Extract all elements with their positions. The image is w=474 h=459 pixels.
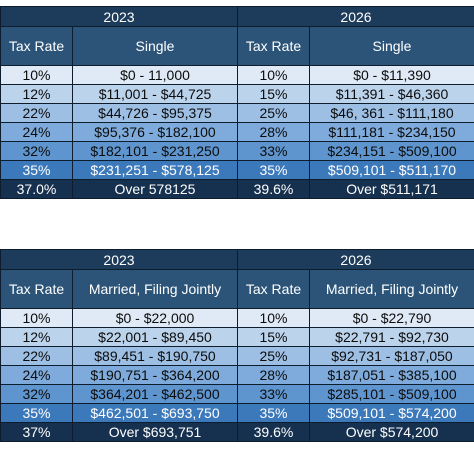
tax-rate-cell: 35% — [237, 403, 310, 423]
table-row: 35% $462,501 - $693,750 35% $509,101 - $574… — [0, 403, 474, 423]
filing-status-header: Married, Filing Jointly — [72, 269, 238, 309]
income-range-cell: $190,751 - $364,200 — [72, 365, 238, 385]
income-range-cell: $0 - $11,390 — [309, 65, 474, 85]
income-range-cell: $285,101 - $509,100 — [309, 384, 474, 404]
income-range-cell: $111,181 - $234,150 — [309, 122, 474, 142]
income-range-cell: $95,376 - $182,100 — [72, 122, 238, 142]
table-row: 24% $190,751 - $364,200 28% $187,051 - $385… — [0, 365, 474, 385]
tax-rate-cell: 32% — [0, 384, 73, 404]
income-range-cell: Over $693,751 — [72, 422, 238, 442]
single-tax-bracket-table: 2023 2026 Tax Rate Single Tax Rate Singl… — [0, 6, 474, 199]
income-range-cell: $89,451 - $190,750 — [72, 346, 238, 366]
tax-rate-cell: 12% — [0, 327, 73, 347]
tax-rate-cell: 24% — [0, 365, 73, 385]
income-range-cell: $11,001 - $44,725 — [72, 84, 238, 104]
married-tax-bracket-table: 2023 2026 Tax Rate Married, Filing Joint… — [0, 249, 474, 442]
tax-rate-cell: 39.6% — [237, 422, 310, 442]
income-range-cell: $462,501 - $693,750 — [72, 403, 238, 423]
income-range-cell: $509,101 - $511,170 — [309, 160, 474, 180]
table-row: 12% $22,001 - $89,450 15% $22,791 - $92,730 — [0, 327, 474, 347]
tax-rate-cell: 39.6% — [237, 179, 310, 199]
income-range-cell: $234,151 - $509,100 — [309, 141, 474, 161]
tax-rate-cell: 35% — [237, 160, 310, 180]
income-range-cell: $11,391 - $46,360 — [309, 84, 474, 104]
income-range-cell: $182,101 - $231,250 — [72, 141, 238, 161]
tax-rate-cell: 28% — [237, 365, 310, 385]
tax-rate-cell: 22% — [0, 346, 73, 366]
filing-status-header: Single — [309, 26, 474, 66]
column-header-row: Tax Rate Married, Filing Jointly Tax Rat… — [0, 269, 474, 309]
income-range-cell: $364,201 - $462,500 — [72, 384, 238, 404]
tax-rate-cell: 37.0% — [0, 179, 73, 199]
income-range-cell: $0 - 11,000 — [72, 65, 238, 85]
tax-rate-cell: 15% — [237, 84, 310, 104]
income-range-cell: $46, 361 - $111,180 — [309, 103, 474, 123]
table-row: 32% $182,101 - $231,250 33% $234,151 - $509… — [0, 141, 474, 161]
income-range-cell: $44,726 - $95,375 — [72, 103, 238, 123]
table-row: 32% $364,201 - $462,500 33% $285,101 - $509… — [0, 384, 474, 404]
tax-rate-cell: 15% — [237, 327, 310, 347]
tax-rate-cell: 33% — [237, 384, 310, 404]
tax-rate-cell: 35% — [0, 160, 73, 180]
income-range-cell: Over 578125 — [72, 179, 238, 199]
table-row: 22% $89,451 - $190,750 25% $92,731 - $187,0… — [0, 346, 474, 366]
tax-rate-cell: 24% — [0, 122, 73, 142]
table-body: 10% $0 - $22,000 10% $0 - $22,790 12% $22,001… — [0, 308, 474, 442]
tax-rate-cell: 28% — [237, 122, 310, 142]
filing-status-header: Single — [72, 26, 238, 66]
income-range-cell: $0 - $22,790 — [309, 308, 474, 328]
tax-rate-cell: 33% — [237, 141, 310, 161]
income-range-cell: $22,001 - $89,450 — [72, 327, 238, 347]
income-range-cell: $22,791 - $92,730 — [309, 327, 474, 347]
income-range-cell: $187,051 - $385,100 — [309, 365, 474, 385]
table-row: 22% $44,726 - $95,375 25% $46, 361 - $111,1… — [0, 103, 474, 123]
filing-status-header: Married, Filing Jointly — [309, 269, 474, 309]
tax-rate-cell: 32% — [0, 141, 73, 161]
income-range-cell: Over $511,171 — [309, 179, 474, 199]
year-header-row: 2023 2026 — [0, 249, 474, 270]
table-body: 10% $0 - 11,000 10% $0 - $11,390 12% $11,001 … — [0, 65, 474, 199]
year-2023-header: 2023 — [0, 249, 238, 270]
income-range-cell: $231,251 - $578,125 — [72, 160, 238, 180]
tax-rate-cell: 25% — [237, 103, 310, 123]
table-row: 37% Over $693,751 39.6% Over $574,200 — [0, 422, 474, 442]
tax-rate-cell: 37% — [0, 422, 73, 442]
tax-rate-cell: 12% — [0, 84, 73, 104]
tax-rate-header: Tax Rate — [237, 26, 310, 66]
tax-rate-cell: 10% — [237, 65, 310, 85]
tax-rate-cell: 10% — [237, 308, 310, 328]
year-2026-header: 2026 — [237, 6, 474, 27]
column-header-row: Tax Rate Single Tax Rate Single — [0, 26, 474, 66]
table-row: 10% $0 - $22,000 10% $0 - $22,790 — [0, 308, 474, 328]
table-row: 10% $0 - 11,000 10% $0 - $11,390 — [0, 65, 474, 85]
income-range-cell: $509,101 - $574,200 — [309, 403, 474, 423]
income-range-cell: $92,731 - $187,050 — [309, 346, 474, 366]
tax-rate-cell: 35% — [0, 403, 73, 423]
tax-rate-header: Tax Rate — [0, 269, 73, 309]
income-range-cell: $0 - $22,000 — [72, 308, 238, 328]
income-range-cell: Over $574,200 — [309, 422, 474, 442]
year-2026-header: 2026 — [237, 249, 474, 270]
year-2023-header: 2023 — [0, 6, 238, 27]
table-row: 35% $231,251 - $578,125 35% $509,101 - $511… — [0, 160, 474, 180]
table-row: 37.0% Over 578125 39.6% Over $511,171 — [0, 179, 474, 199]
year-header-row: 2023 2026 — [0, 6, 474, 27]
tax-rate-header: Tax Rate — [237, 269, 310, 309]
tax-rate-header: Tax Rate — [0, 26, 73, 66]
tax-rate-cell: 22% — [0, 103, 73, 123]
tax-rate-cell: 10% — [0, 65, 73, 85]
tax-rate-cell: 10% — [0, 308, 73, 328]
table-row: 24% $95,376 - $182,100 28% $111,181 - $234,… — [0, 122, 474, 142]
tax-rate-cell: 25% — [237, 346, 310, 366]
table-row: 12% $11,001 - $44,725 15% $11,391 - $46,360 — [0, 84, 474, 104]
